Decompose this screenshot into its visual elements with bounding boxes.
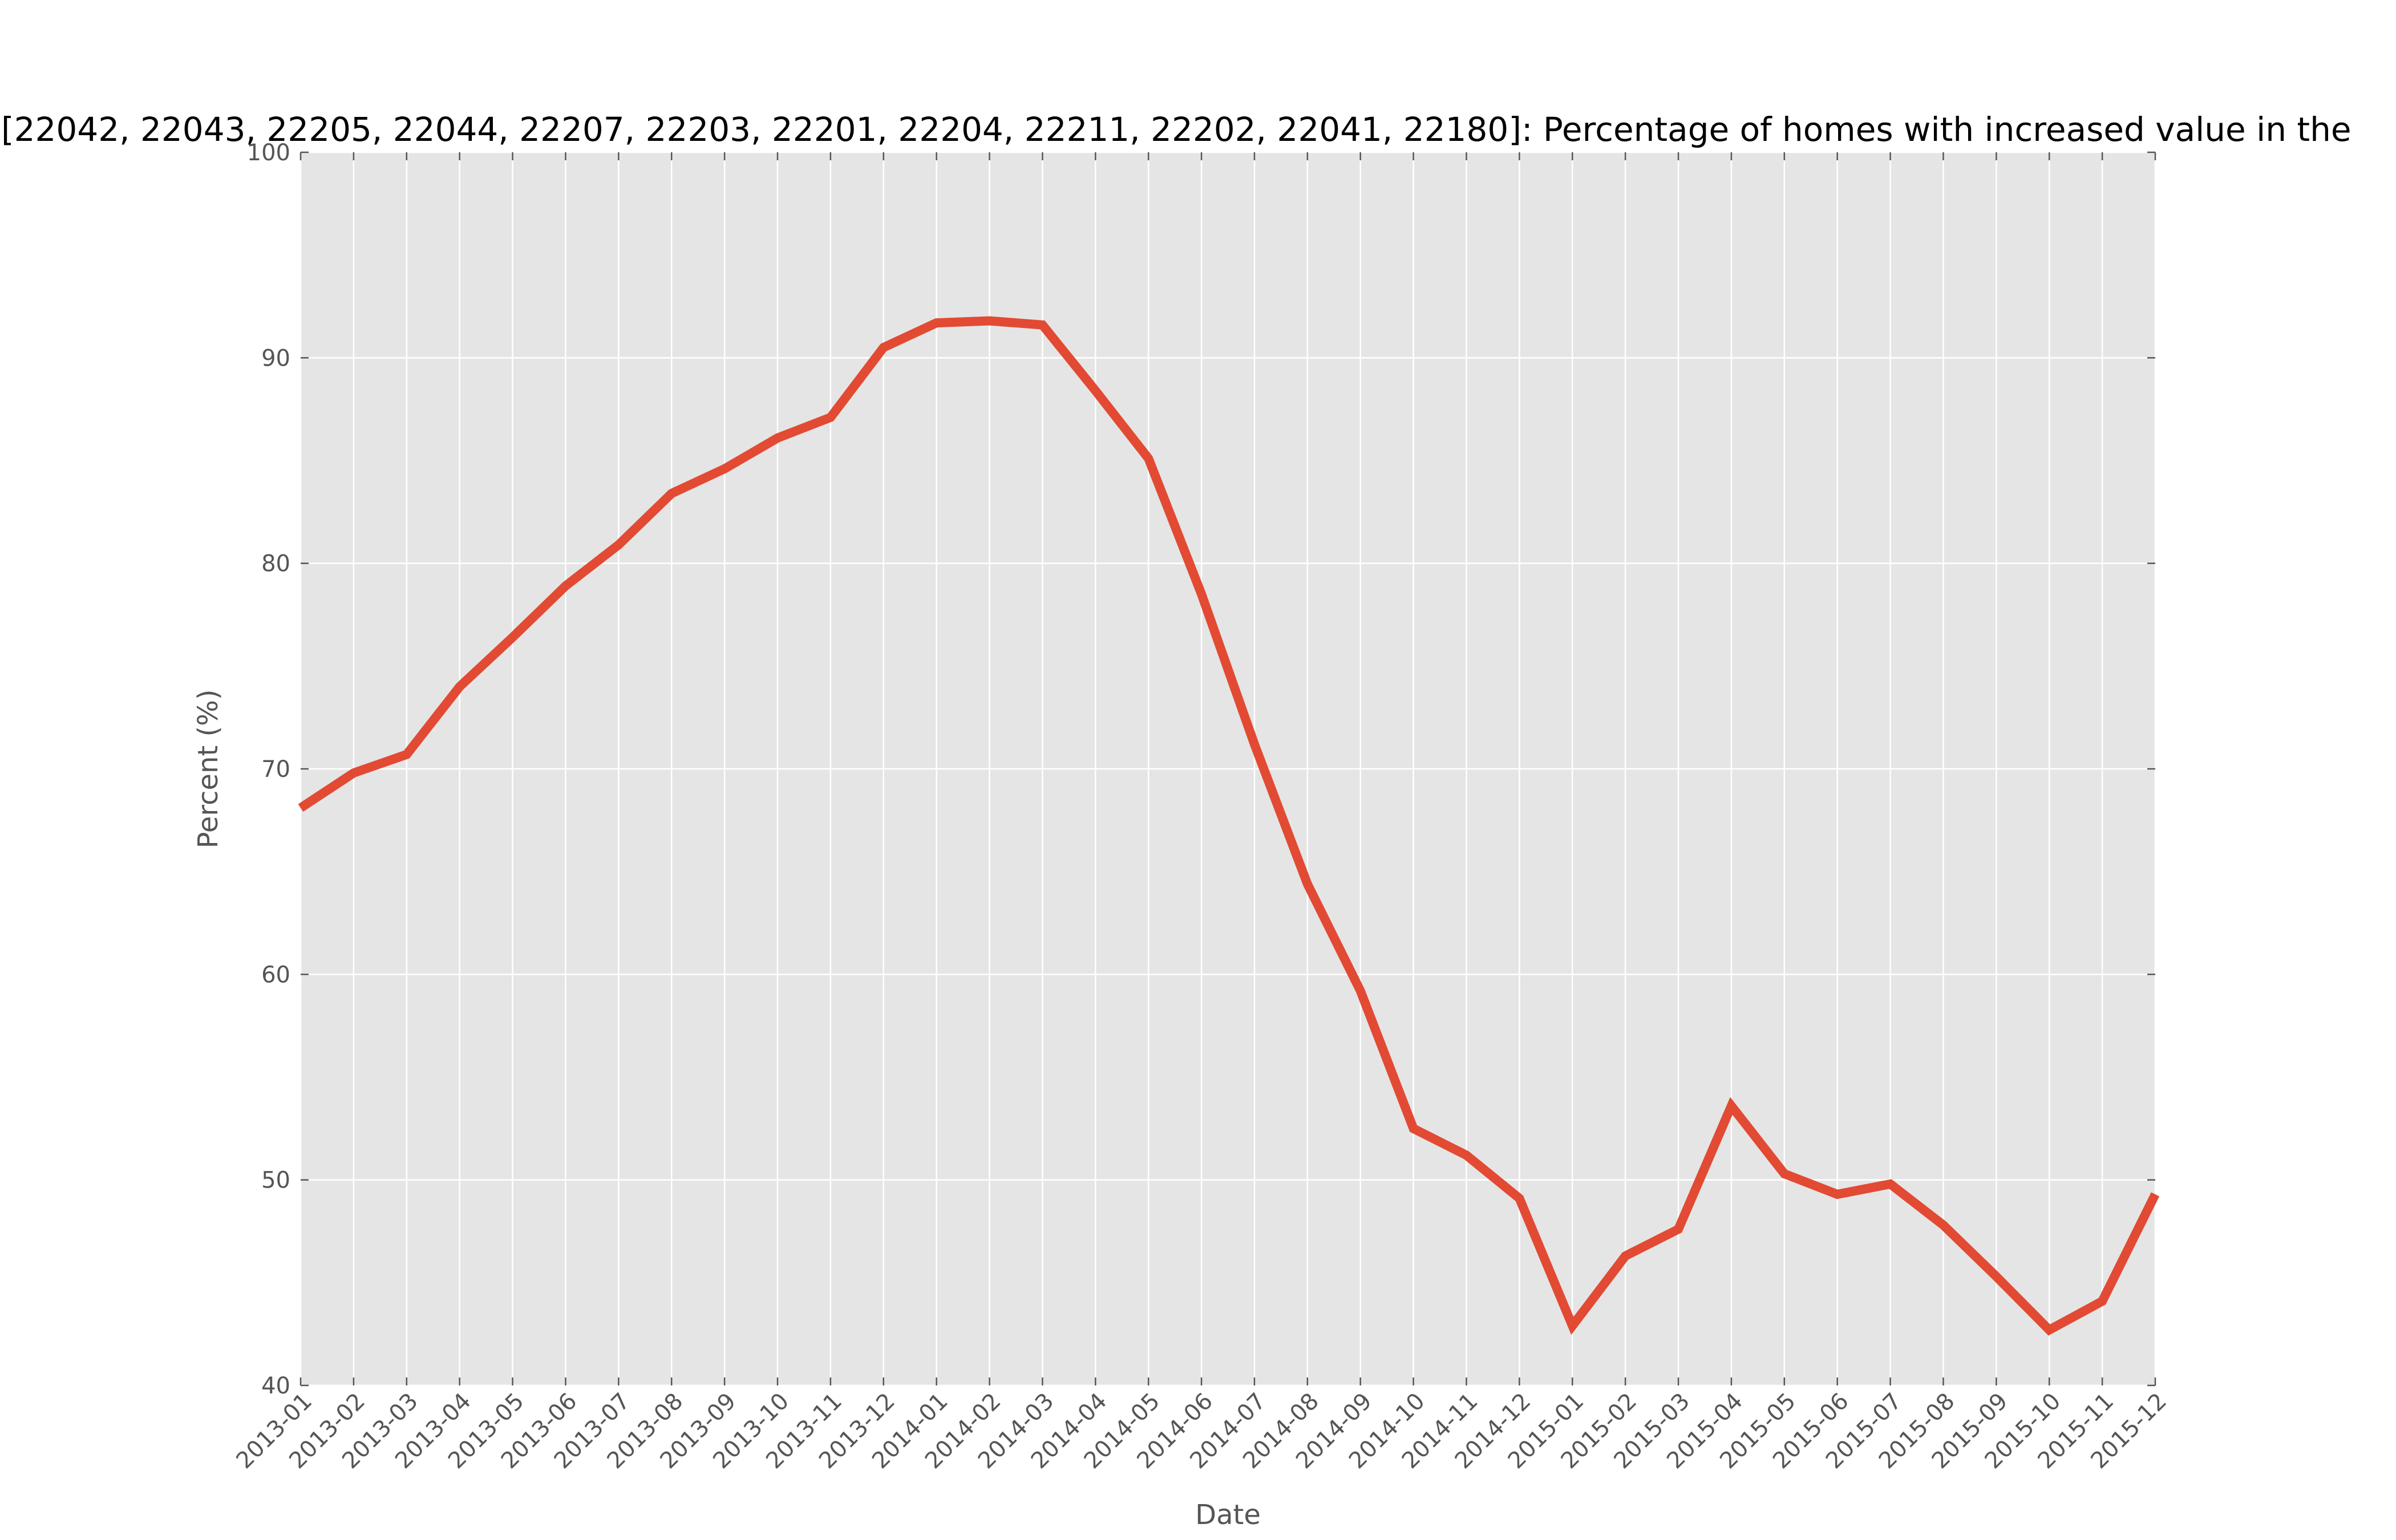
gridlines — [300, 151, 2156, 1387]
chart-title: [22042, 22043, 22205, 22044, 22207, 2220… — [1, 110, 2352, 149]
data-point — [459, 686, 460, 687]
y-tick-label: 90 — [261, 345, 290, 371]
data-point — [1413, 1128, 1414, 1129]
y-tick-label: 60 — [261, 962, 290, 988]
y-axis: 40 50 60 70 80 90 100 — [247, 140, 2155, 1399]
data-point — [512, 637, 513, 638]
data-point — [883, 347, 884, 348]
data-point — [671, 493, 672, 494]
y-tick-label: 50 — [261, 1168, 290, 1194]
x-axis-title: Date — [1195, 1499, 1261, 1531]
data-point — [1678, 1229, 1679, 1230]
y-tick-label: 40 — [261, 1373, 290, 1399]
data-point — [406, 754, 407, 755]
y-axis-title: Percent (%) — [192, 690, 224, 849]
y-tick-label: 100 — [247, 140, 290, 166]
data-point — [1519, 1198, 1520, 1199]
y-tick-label: 70 — [261, 756, 290, 783]
data-point — [2102, 1300, 2103, 1302]
data-point — [1996, 1276, 1997, 1277]
series-layer — [298, 316, 2160, 1336]
data-point — [830, 417, 831, 418]
data-point — [1095, 390, 1096, 391]
data-point — [1466, 1154, 1467, 1156]
y-tick-label: 80 — [261, 551, 290, 577]
data-point — [1148, 458, 1149, 459]
data-point — [1625, 1255, 1626, 1257]
series-line — [298, 316, 2160, 1336]
data-point — [777, 437, 778, 439]
